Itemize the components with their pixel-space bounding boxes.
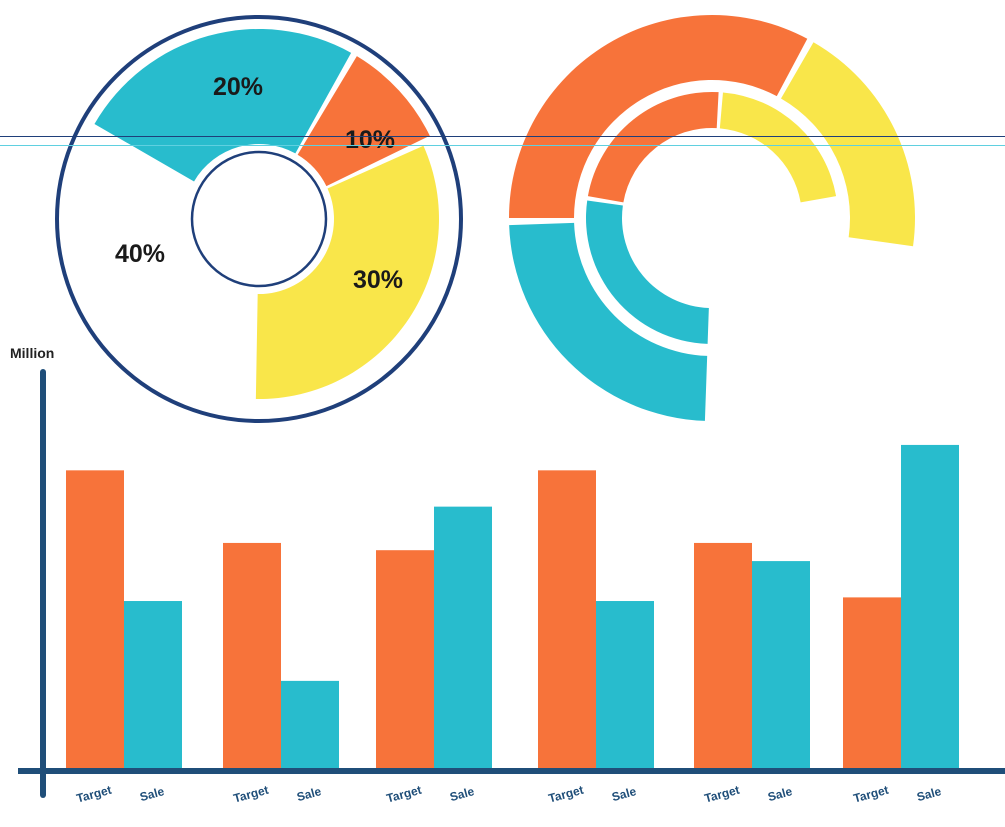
donut-slice-teal — [94, 28, 352, 182]
donut-label-teal: 20% — [213, 73, 263, 101]
donut-label-orange: 10% — [345, 126, 395, 154]
bar-target-3 — [376, 550, 434, 768]
bar-sale-3 — [434, 506, 492, 768]
bar-target-1 — [66, 470, 124, 768]
arc-inner-segment-2 — [719, 92, 837, 203]
donut-label-yellow: 30% — [353, 266, 403, 294]
bar-target-4 — [538, 470, 596, 768]
bar-sale-1 — [124, 601, 182, 768]
y-axis-label: Million — [10, 345, 54, 361]
bar-target-5 — [694, 542, 752, 768]
guide-line-light — [0, 145, 1005, 146]
bar-target-6 — [843, 597, 901, 768]
guide-line-dark — [0, 136, 1005, 137]
bar-sale-6 — [901, 444, 959, 768]
tick-label-target-2: Target — [232, 783, 270, 806]
tick-label-sale-4: Sale — [610, 784, 638, 804]
donut-slice-orange — [297, 56, 430, 187]
bar-sale-4 — [596, 601, 654, 768]
bar-target-2 — [223, 542, 281, 768]
arc-outer-segment-1 — [509, 14, 808, 218]
tick-label-sale-2: Sale — [295, 784, 323, 804]
donut-label-blank: 40% — [115, 240, 165, 268]
bar-sale-2 — [281, 680, 339, 768]
tick-label-sale-3: Sale — [448, 784, 476, 804]
concentric-arc-chart — [509, 14, 916, 421]
bar-chart: Million Target Target Target Target Target Ta… — [10, 345, 1005, 806]
tick-label-target-6: Target — [852, 783, 890, 806]
tick-label-target-5: Target — [703, 783, 741, 806]
bar-sale-5 — [752, 561, 810, 768]
arc-outer-segment-2 — [781, 42, 916, 247]
tick-label-target-1: Target — [75, 783, 113, 806]
donut-chart: 20% 10% 30% 40% — [55, 15, 463, 423]
tick-label-sale-1: Sale — [138, 784, 166, 804]
arc-outer-segment-3 — [509, 222, 708, 421]
tick-label-target-3: Target — [385, 783, 423, 806]
tick-label-target-4: Target — [547, 783, 585, 806]
donut-slice-yellow — [255, 145, 439, 399]
donut-center-hole — [190, 150, 328, 288]
arc-inner-segment-3 — [585, 200, 709, 344]
arc-inner-segment-1 — [587, 91, 719, 203]
tick-label-sale-5: Sale — [766, 784, 794, 804]
tick-label-sale-6: Sale — [915, 784, 943, 804]
